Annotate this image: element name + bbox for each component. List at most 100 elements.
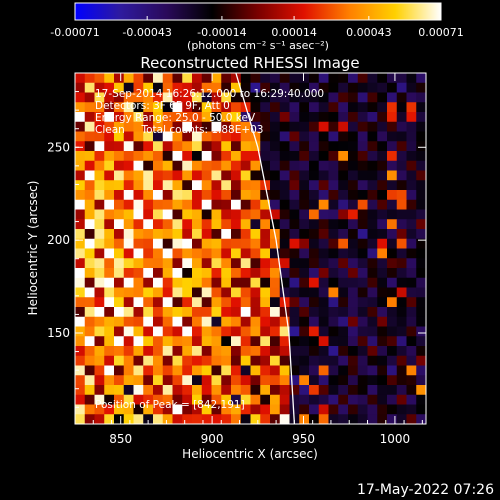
heatmap-cell bbox=[318, 248, 329, 259]
heatmap-cell bbox=[240, 385, 251, 396]
heatmap-cell bbox=[279, 121, 290, 132]
heatmap-cell bbox=[172, 141, 183, 152]
heatmap-cell bbox=[318, 170, 329, 181]
heatmap-cell bbox=[357, 170, 368, 181]
heatmap-cell bbox=[94, 190, 105, 201]
heatmap-cell bbox=[104, 355, 115, 366]
heatmap-cell bbox=[240, 346, 251, 357]
heatmap-cell bbox=[357, 151, 368, 162]
heatmap-cell bbox=[367, 190, 378, 201]
heatmap-cell bbox=[143, 112, 154, 123]
heatmap-cell bbox=[84, 268, 95, 279]
heatmap-cell bbox=[377, 229, 388, 240]
heatmap-cell bbox=[143, 404, 154, 415]
heatmap-cell bbox=[94, 404, 105, 415]
heatmap-cell bbox=[387, 258, 398, 269]
heatmap-cell bbox=[348, 277, 359, 288]
heatmap-cell bbox=[396, 258, 407, 269]
heatmap-cell bbox=[309, 209, 320, 220]
heatmap-cell bbox=[279, 248, 290, 259]
heatmap-cell bbox=[75, 131, 86, 142]
heatmap-cell bbox=[250, 238, 261, 249]
heatmap-cell bbox=[416, 121, 426, 132]
heatmap-cell bbox=[279, 394, 290, 405]
heatmap-cell bbox=[406, 326, 417, 337]
heatmap-cell bbox=[192, 102, 203, 113]
heatmap-cell bbox=[123, 151, 134, 162]
heatmap-cell bbox=[84, 414, 95, 424]
heatmap-cell bbox=[182, 102, 193, 113]
heatmap-cell bbox=[133, 375, 144, 386]
heatmap-cell bbox=[133, 170, 144, 181]
heatmap-cell bbox=[162, 414, 173, 424]
heatmap-cell bbox=[172, 268, 183, 279]
heatmap-cell bbox=[201, 394, 212, 405]
heatmap-cell bbox=[172, 375, 183, 386]
heatmap-cell bbox=[84, 151, 95, 162]
heatmap-cell bbox=[289, 180, 300, 191]
heatmap-cell bbox=[328, 151, 339, 162]
heatmap-cell bbox=[348, 238, 359, 249]
heatmap-cell bbox=[211, 82, 222, 93]
heatmap-cell bbox=[162, 287, 173, 298]
heatmap-cell bbox=[123, 297, 134, 308]
heatmap-cell bbox=[133, 102, 144, 113]
heatmap-cell bbox=[104, 365, 115, 376]
heatmap-cell bbox=[94, 326, 105, 337]
heatmap-cell bbox=[367, 219, 378, 230]
heatmap-cell bbox=[133, 287, 144, 298]
heatmap-cell bbox=[406, 365, 417, 376]
heatmap-cell bbox=[153, 268, 164, 279]
heatmap-cell bbox=[104, 170, 115, 181]
heatmap-cell bbox=[348, 287, 359, 298]
heatmap-cell bbox=[162, 209, 173, 220]
heatmap-cell bbox=[309, 307, 320, 318]
heatmap-cell bbox=[289, 170, 300, 181]
heatmap-cell bbox=[172, 238, 183, 249]
heatmap-cell bbox=[211, 248, 222, 259]
heatmap-cell bbox=[289, 277, 300, 288]
heatmap-cell bbox=[338, 102, 349, 113]
heatmap-cell bbox=[396, 248, 407, 259]
heatmap-cell bbox=[221, 326, 232, 337]
heatmap-cell bbox=[153, 336, 164, 347]
heatmap-cell bbox=[357, 73, 368, 84]
heatmap-cell bbox=[416, 151, 426, 162]
heatmap-cell bbox=[172, 404, 183, 415]
heatmap-cell bbox=[309, 414, 320, 424]
heatmap-cell bbox=[387, 73, 398, 84]
heatmap-cell bbox=[123, 180, 134, 191]
heatmap-cell bbox=[309, 238, 320, 249]
heatmap-cell bbox=[318, 238, 329, 249]
heatmap-cell bbox=[211, 180, 222, 191]
heatmap-cell bbox=[192, 121, 203, 132]
heatmap-cell bbox=[318, 141, 329, 152]
heatmap-cell bbox=[104, 199, 115, 210]
heatmap-cell bbox=[357, 102, 368, 113]
heatmap-cell bbox=[192, 112, 203, 123]
heatmap-cell bbox=[240, 190, 251, 201]
heatmap-cell bbox=[338, 307, 349, 318]
heatmap-cell bbox=[192, 73, 203, 84]
heatmap-cell bbox=[338, 355, 349, 366]
heatmap-cell bbox=[104, 160, 115, 171]
heatmap-cell bbox=[240, 248, 251, 259]
heatmap-cell bbox=[143, 365, 154, 376]
heatmap-cell bbox=[299, 209, 310, 220]
colorbar-tick-label: -0.00043 bbox=[122, 26, 171, 39]
heatmap-cell bbox=[94, 180, 105, 191]
heatmap-cell bbox=[377, 92, 388, 103]
heatmap-cell bbox=[357, 277, 368, 288]
heatmap-cell bbox=[114, 277, 125, 288]
heatmap-cell bbox=[221, 394, 232, 405]
heatmap-cell bbox=[260, 121, 271, 132]
heatmap-cell bbox=[192, 268, 203, 279]
heatmap-cell bbox=[416, 404, 426, 415]
heatmap-cell bbox=[279, 307, 290, 318]
heatmap-cell bbox=[84, 92, 95, 103]
heatmap-cell bbox=[318, 287, 329, 298]
heatmap-cell bbox=[240, 277, 251, 288]
heatmap-cell bbox=[231, 326, 242, 337]
heatmap-cell bbox=[367, 199, 378, 210]
heatmap-cell bbox=[94, 287, 105, 298]
